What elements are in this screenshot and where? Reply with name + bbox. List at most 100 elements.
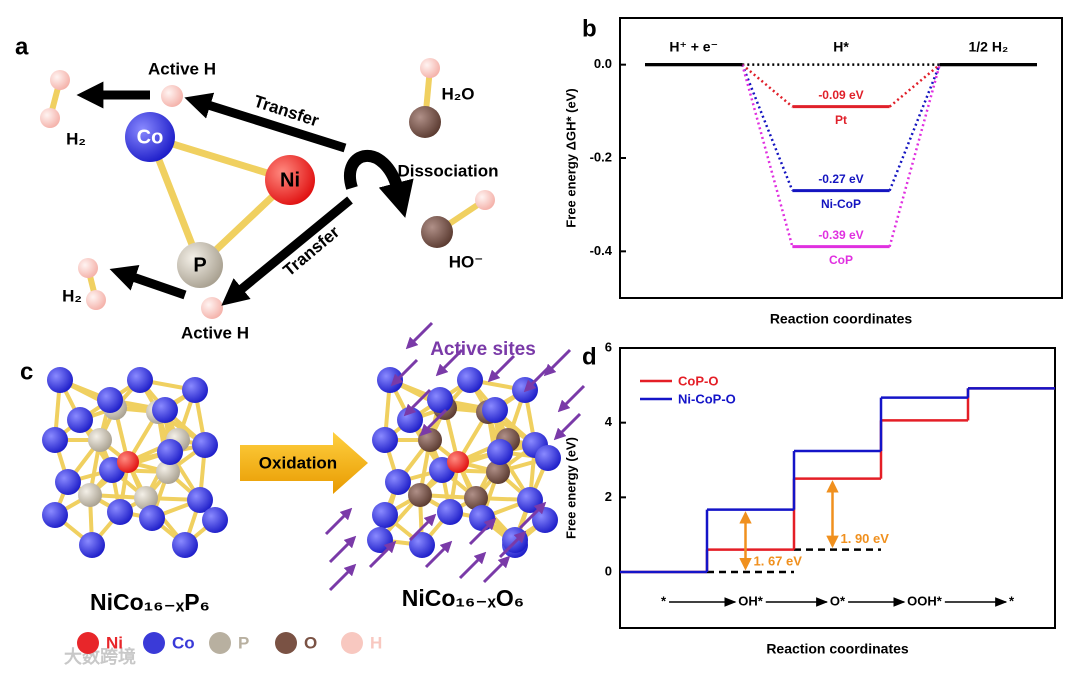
o-atom <box>421 216 453 248</box>
x-axis-label: Reaction coordinates <box>766 641 909 657</box>
series-label: Ni-CoP <box>821 197 861 211</box>
site-arrow <box>498 530 527 559</box>
formula: NiCo₁₆₋ₓO₆ <box>402 585 525 611</box>
state-label: OH* <box>738 593 764 608</box>
site-arrow <box>368 540 397 569</box>
label: Oxidation <box>259 453 337 472</box>
atom <box>409 532 435 558</box>
state-label: H⁺ + e⁻ <box>669 39 718 55</box>
legend-label: P <box>238 633 249 652</box>
legend-swatch <box>143 632 165 654</box>
site-arrow <box>553 412 582 441</box>
label: Co <box>137 126 164 148</box>
panel-label: c <box>20 358 33 385</box>
atom <box>372 502 398 528</box>
site-arrow <box>405 321 434 350</box>
site-arrow <box>487 354 516 383</box>
legend-swatch <box>209 632 231 654</box>
atom <box>117 451 139 473</box>
site-arrow <box>557 384 586 413</box>
label: H₂O <box>441 84 474 103</box>
connector <box>741 64 794 247</box>
state-label: O* <box>830 593 846 608</box>
series-label: CoP <box>829 253 853 267</box>
site-arrow <box>523 364 552 393</box>
value-label: -0.09 eV <box>818 88 863 102</box>
watermark: 大数跨境 <box>64 646 136 667</box>
atom <box>408 483 432 507</box>
atom <box>487 439 513 465</box>
atom <box>67 407 93 433</box>
atom <box>385 469 411 495</box>
site-arrow <box>408 513 437 542</box>
atom <box>42 502 68 528</box>
y-tick-label: 2 <box>605 489 612 504</box>
site-arrow <box>468 517 497 546</box>
h-atom <box>50 70 70 90</box>
y-axis-label: Free energy (eV) <box>563 437 578 539</box>
label: P <box>193 254 206 276</box>
legend-label: Ni-CoP-O <box>678 391 736 406</box>
panel-a: a Active H Transfer H₂O Dissociation HO⁻… <box>15 33 499 342</box>
atom <box>486 460 510 484</box>
site-arrow <box>324 507 353 536</box>
h-atom <box>40 108 60 128</box>
panel-label: d <box>582 343 597 370</box>
oxidation-arrow <box>240 432 368 494</box>
atom <box>152 397 178 423</box>
ni-atom <box>265 155 315 205</box>
site-arrow <box>543 348 572 377</box>
panel-label: a <box>15 33 29 60</box>
y-tick-label: 4 <box>605 414 613 429</box>
legend-label: Co <box>172 633 195 652</box>
state-label: H* <box>833 39 849 55</box>
site-arrow <box>328 535 357 564</box>
atom <box>202 507 228 533</box>
atom <box>418 428 442 452</box>
label: H₂ <box>66 129 86 148</box>
y-tick-label: 6 <box>605 339 612 354</box>
y-tick-label: -0.4 <box>590 243 613 258</box>
clusters <box>42 321 586 592</box>
atom <box>79 532 105 558</box>
arrow <box>184 92 347 153</box>
site-arrow <box>403 388 432 417</box>
series-label: Pt <box>835 113 847 127</box>
h-atom <box>86 290 106 310</box>
atom <box>469 505 495 531</box>
legend-label: CoP-O <box>678 373 718 388</box>
atom <box>156 460 180 484</box>
atom <box>377 367 403 393</box>
atom <box>182 377 208 403</box>
annotation: 1. 67 eV <box>754 553 803 568</box>
panel-c: c Oxidation Active sites NiCo₁₆₋ₓP₆ NiCo… <box>20 321 586 667</box>
connector <box>888 64 941 247</box>
h-atom <box>475 190 495 210</box>
legend-label: O <box>304 633 317 652</box>
label: Active H <box>148 59 216 78</box>
x-axis-label: Reaction coordinates <box>770 311 913 327</box>
atom <box>427 387 453 413</box>
atom <box>464 486 488 510</box>
label: Active H <box>181 323 249 342</box>
atom <box>172 532 198 558</box>
co-atom <box>125 112 175 162</box>
p-atom <box>177 242 223 288</box>
o-atom <box>409 106 441 138</box>
site-arrow <box>424 540 453 569</box>
plot-frame <box>619 347 1056 629</box>
atom <box>139 505 165 531</box>
site-arrow <box>419 408 448 437</box>
atom <box>55 469 81 495</box>
atom <box>97 387 123 413</box>
site-arrow <box>458 551 487 580</box>
y-tick-label: 0 <box>605 563 612 578</box>
atom <box>78 483 102 507</box>
legend-swatch <box>77 632 99 654</box>
atom <box>372 427 398 453</box>
site-arrow <box>328 563 357 592</box>
connector <box>888 63 941 108</box>
label: Ni <box>280 169 300 191</box>
site-arrow <box>482 555 511 584</box>
